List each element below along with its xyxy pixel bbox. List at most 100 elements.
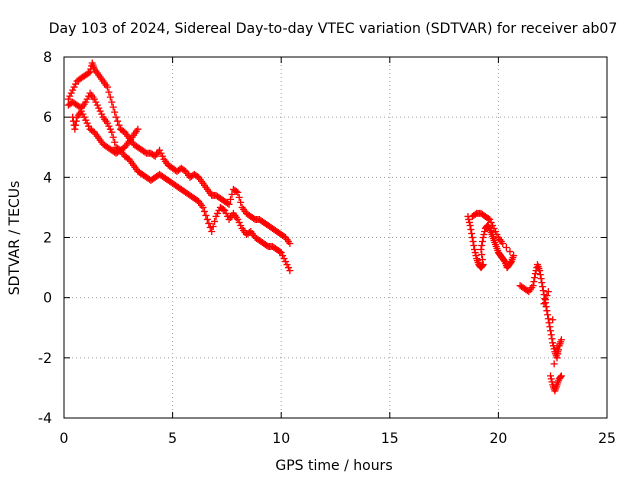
data-point <box>72 117 80 125</box>
data-point <box>557 336 565 344</box>
data-point <box>468 234 476 241</box>
data-point <box>494 234 502 241</box>
data-point <box>199 203 207 211</box>
data-point <box>489 221 497 229</box>
data-point <box>468 229 476 237</box>
data-point <box>86 68 94 76</box>
data-point <box>205 219 213 227</box>
data-point <box>80 113 88 121</box>
data-point <box>277 249 285 257</box>
data-point <box>477 246 485 254</box>
chart-title: Day 103 of 2024, Sidereal Day-to-day VTE… <box>49 21 618 37</box>
data-point <box>83 119 91 127</box>
data-point <box>93 101 101 109</box>
data-point <box>548 378 556 386</box>
data-point <box>111 138 119 146</box>
y-tick-label: 0 <box>43 291 52 307</box>
data-point <box>279 252 287 260</box>
data-point <box>510 252 518 260</box>
y-tick-label: 8 <box>43 50 52 66</box>
data-point <box>280 255 288 263</box>
data-point <box>537 275 545 283</box>
data-point <box>83 95 91 103</box>
data-point <box>109 133 117 141</box>
data-point <box>228 190 236 198</box>
data-point <box>471 249 479 257</box>
data-point <box>85 122 93 130</box>
data-point <box>548 335 556 343</box>
data-point <box>237 221 245 229</box>
data-point <box>237 198 245 206</box>
data-point <box>82 98 90 106</box>
grid-lines <box>64 57 607 418</box>
data-point <box>66 92 74 100</box>
data-point <box>487 218 495 226</box>
data-point <box>103 119 111 127</box>
data-point <box>538 279 546 287</box>
series-group <box>69 107 142 157</box>
data-point <box>467 225 475 233</box>
data-point <box>211 217 219 225</box>
x-tick-label: 25 <box>598 431 616 447</box>
data-point <box>546 323 554 331</box>
data-point <box>545 319 553 327</box>
data-point <box>470 242 478 250</box>
y-axis-label: SDTVAR / TECUs <box>7 181 23 296</box>
data-point <box>286 240 294 248</box>
data-point <box>90 95 98 103</box>
data-point <box>478 262 486 270</box>
data-point <box>471 246 479 254</box>
data-point <box>79 110 87 118</box>
data-point <box>544 311 552 319</box>
data-point <box>478 251 486 259</box>
data-point <box>92 98 100 106</box>
data-point <box>282 258 290 266</box>
data-point <box>478 238 486 246</box>
data-point <box>232 187 240 195</box>
y-tick-label: -2 <box>38 351 52 367</box>
data-point <box>469 238 477 246</box>
data-point <box>541 296 549 304</box>
y-tick-label: 2 <box>43 231 52 247</box>
data-point <box>115 121 123 129</box>
data-point <box>493 230 501 238</box>
data-point <box>550 360 558 368</box>
data-point <box>549 316 557 324</box>
x-tick-label: 15 <box>381 431 399 447</box>
data-point <box>96 107 104 115</box>
data-point <box>71 125 79 133</box>
x-axis-label: GPS time / hours <box>275 458 392 474</box>
data-point <box>234 188 242 196</box>
data-point <box>234 215 242 223</box>
data-point <box>82 116 90 124</box>
data-point <box>158 152 166 160</box>
data-point <box>553 354 561 362</box>
data-point <box>235 193 243 201</box>
data-point <box>502 244 510 252</box>
data-point <box>531 274 539 282</box>
data-point <box>105 122 113 130</box>
data-point <box>507 259 515 267</box>
data-point <box>221 206 229 214</box>
series-group <box>64 59 294 248</box>
data-point <box>468 212 476 220</box>
data-point <box>219 205 227 213</box>
data-point <box>480 230 488 238</box>
data-point <box>536 267 544 275</box>
data-point <box>284 264 292 272</box>
data-point <box>98 110 106 118</box>
data-point <box>209 222 217 230</box>
data-point <box>466 221 474 229</box>
data-point <box>106 125 114 133</box>
data-point <box>554 348 562 356</box>
data-point <box>108 98 116 106</box>
data-point <box>114 117 122 125</box>
data-point <box>479 234 487 241</box>
data-point <box>549 339 557 347</box>
data-point <box>213 209 221 217</box>
x-tick-label: 0 <box>60 431 69 447</box>
data-point <box>530 278 538 286</box>
data-point <box>105 88 113 96</box>
data-point <box>156 146 164 154</box>
